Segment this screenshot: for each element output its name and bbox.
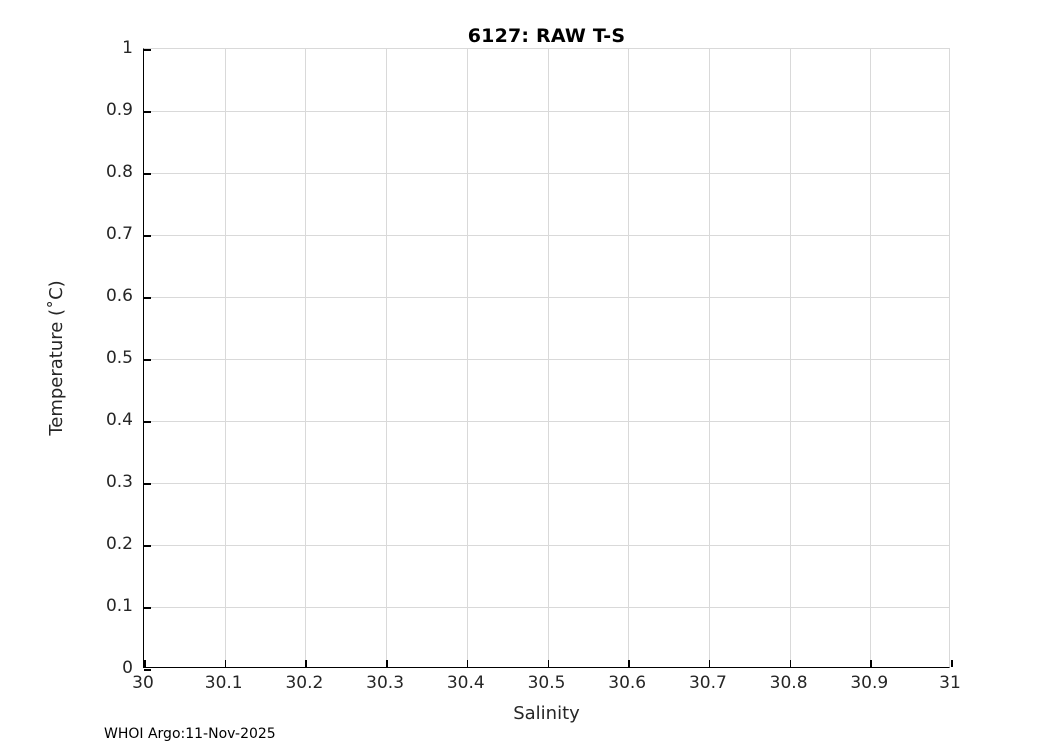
x-tick-mark: [144, 660, 146, 667]
x-tick-mark: [870, 660, 872, 667]
y-tick-mark: [144, 173, 151, 175]
x-tick-label: 30: [132, 673, 154, 693]
x-tick-mark: [951, 660, 953, 667]
footer-attribution: WHOI Argo:11-Nov-2025: [104, 726, 276, 742]
y-tick-mark: [144, 483, 151, 485]
x-tick-label: 30.7: [688, 673, 727, 693]
x-tick-label: 31: [939, 673, 961, 693]
y-tick-mark: [144, 545, 151, 547]
x-tick-label: 30.9: [850, 673, 889, 693]
y-tick-label: 0.9: [105, 100, 133, 120]
gridline-vertical: [870, 49, 872, 667]
y-tick-label: 1: [122, 38, 133, 58]
x-tick-mark: [466, 660, 469, 667]
gridline-vertical: [305, 49, 307, 667]
plot-area[interactable]: [143, 48, 953, 671]
gridline-vertical: [224, 49, 226, 667]
x-axis-label: Salinity: [513, 703, 580, 724]
gridline-horizontal: [144, 421, 949, 422]
y-axis-tick-labels: 0 0.1 0.2 0.3 0.4 0.5 0.6 0.7 0.8 0.9 1: [0, 38, 133, 678]
x-tick-label: 30.4: [446, 673, 485, 693]
y-tick-label: 0.3: [105, 472, 133, 492]
x-tick-label: 30.1: [204, 673, 243, 693]
x-axis-tick-labels: 30 30.1 30.2 30.3 30.4 30.5 30.6 30.7 30.8 30.9 31: [132, 673, 961, 699]
data-series-layer: [144, 49, 949, 667]
y-tick-mark: [144, 49, 151, 51]
y-tick-mark: [144, 235, 151, 237]
y-tick-mark: [144, 111, 151, 113]
y-tick-label: 0.4: [105, 410, 133, 430]
gridline-vertical: [789, 49, 791, 667]
x-tick-mark: [224, 660, 227, 667]
gridline-horizontal: [144, 111, 949, 112]
x-tick-mark: [386, 660, 388, 667]
gridline-horizontal: [144, 607, 949, 608]
gridline-horizontal: [144, 297, 949, 298]
tick-marks-layer: [144, 49, 953, 671]
gridline-vertical: [708, 49, 710, 667]
grid-layer: [144, 49, 949, 667]
gridline-horizontal: [144, 483, 949, 484]
x-tick-mark: [708, 660, 711, 667]
gridline-vertical: [628, 49, 630, 667]
gridline-horizontal: [144, 359, 949, 360]
y-tick-mark: [144, 607, 151, 609]
y-tick-label: 0.6: [105, 286, 133, 306]
x-tick-mark: [547, 660, 550, 667]
y-tick-mark: [144, 359, 151, 361]
gridline-horizontal: [144, 545, 949, 546]
x-tick-mark: [789, 660, 792, 667]
gridline-vertical: [547, 49, 549, 667]
y-tick-label: 0.2: [105, 534, 133, 554]
x-tick-mark: [305, 660, 307, 667]
y-tick-mark: [144, 669, 151, 671]
x-tick-label: 30.5: [527, 673, 566, 693]
y-tick-label: 0.7: [105, 224, 133, 244]
gridline-vertical: [386, 49, 388, 667]
x-tick-label: 30.3: [366, 673, 405, 693]
y-tick-label: 0.8: [105, 162, 133, 182]
y-tick-label: 0: [122, 658, 133, 678]
x-tick-label: 30.6: [608, 673, 647, 693]
chart-title: 6127: RAW T-S: [467, 25, 626, 47]
y-tick-mark: [144, 421, 151, 423]
y-tick-label: 0.5: [105, 348, 133, 368]
x-tick-mark: [628, 660, 630, 667]
gridline-vertical: [466, 49, 468, 667]
x-tick-label: 30.2: [285, 673, 324, 693]
gridline-horizontal: [144, 235, 949, 236]
gridline-horizontal: [144, 173, 949, 174]
x-tick-label: 30.8: [769, 673, 808, 693]
y-tick-label: 0.1: [105, 596, 133, 616]
y-tick-mark: [144, 297, 151, 299]
